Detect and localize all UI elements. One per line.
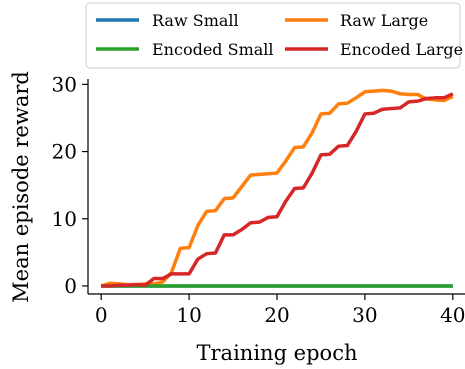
y-tick-label-2: 20: [52, 140, 77, 164]
legend-entry-0: Raw Small: [96, 11, 239, 30]
x-tick-label-0: 0: [95, 303, 108, 327]
series-line-raw-large: [100, 88, 454, 288]
legend-label-3: Encoded Large: [340, 40, 463, 59]
legend-label-2: Encoded Small: [152, 40, 274, 59]
y-tick-label-0: 0: [64, 274, 77, 298]
legend-entry-3: Encoded Large: [285, 40, 463, 59]
legend: Raw Small Raw Large Encoded Small Encode…: [85, 2, 463, 69]
x-tick-label-4: 40: [440, 303, 465, 327]
y-tick-label-1: 10: [52, 207, 77, 231]
y-tick-label-3: 30: [52, 72, 77, 96]
legend-label-0: Raw Small: [152, 11, 239, 30]
legend-label-1: Raw Large: [340, 11, 428, 30]
series-line-encoded-large: [101, 92, 454, 288]
x-tick-label-3: 30: [352, 303, 377, 327]
x-ticks: 0 10 20 30 40: [95, 294, 465, 327]
series-lines: [100, 88, 454, 288]
x-tick-label-2: 20: [264, 303, 289, 327]
y-ticks: 0 10 20 30: [52, 72, 88, 298]
x-axis-label: Training epoch: [197, 341, 358, 365]
y-axis-label: Mean episode reward: [9, 71, 33, 303]
legend-entry-1: Raw Large: [285, 11, 428, 30]
x-tick-label-1: 10: [176, 303, 201, 327]
legend-entry-2: Encoded Small: [96, 40, 274, 59]
legend-frame: [85, 2, 461, 69]
